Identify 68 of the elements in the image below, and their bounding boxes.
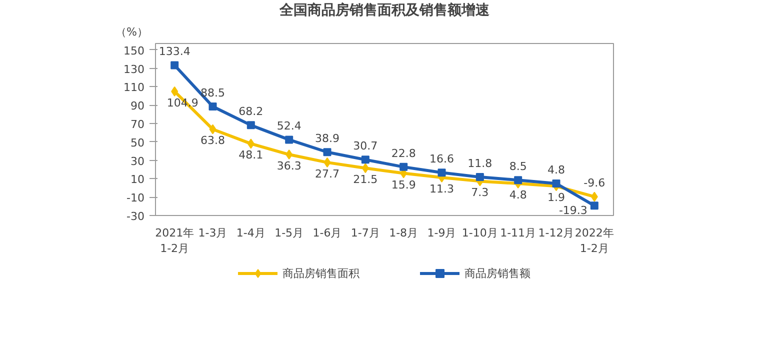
point xyxy=(400,162,408,171)
point xyxy=(324,157,331,168)
data-label: 4.8 xyxy=(509,188,527,202)
point xyxy=(286,150,293,160)
x-tick-label: 1-5月 xyxy=(274,226,304,240)
point xyxy=(285,136,294,144)
x-tick-label: 1-11月 xyxy=(500,226,536,240)
x-tick-label: 1-10月 xyxy=(462,226,498,240)
point xyxy=(247,138,254,149)
legend-label: 商品房销售面积 xyxy=(282,266,360,280)
data-label: 11.8 xyxy=(468,157,492,170)
data-label: 38.9 xyxy=(315,132,340,146)
y-tick-label: 50 xyxy=(130,136,145,150)
point xyxy=(514,176,522,184)
data-label: 48.1 xyxy=(238,148,264,162)
data-label: 36.3 xyxy=(276,160,302,173)
data-label: 63.8 xyxy=(200,134,226,148)
data-label: 16.6 xyxy=(430,152,454,166)
point xyxy=(590,192,598,202)
point xyxy=(438,168,446,177)
point xyxy=(590,202,598,210)
data-label: -9.6 xyxy=(584,176,606,190)
data-label: 22.8 xyxy=(391,146,416,160)
y-tick-label: 130 xyxy=(124,62,145,76)
y-tick-label: 30 xyxy=(130,154,145,168)
x-tick-label: 1-6月 xyxy=(312,226,342,240)
data-label: 88.5 xyxy=(200,86,226,100)
data-label: 15.9 xyxy=(391,178,416,192)
y-tick-label: 10 xyxy=(130,173,145,186)
x-tick-label: 1-3月 xyxy=(198,226,228,240)
y-tick-label: 110 xyxy=(124,81,145,94)
point xyxy=(476,173,484,182)
x-tick-label: 2021年 1-2月 xyxy=(155,226,194,256)
data-label: 21.5 xyxy=(353,173,378,186)
data-label: 4.8 xyxy=(548,163,566,176)
y-tick-label: 90 xyxy=(130,100,145,113)
data-label: 11.3 xyxy=(430,182,454,196)
point xyxy=(170,61,179,70)
data-label: 27.7 xyxy=(315,167,340,180)
data-label: 1.9 xyxy=(548,191,566,204)
legend-label: 商品房销售额 xyxy=(464,266,530,280)
chart-title: 全国商品房销售面积及销售额增速 xyxy=(278,2,490,18)
data-label: 52.4 xyxy=(276,120,302,133)
x-tick-label: 1-12月 xyxy=(538,226,574,240)
data-label: -19.3 xyxy=(558,204,588,218)
point xyxy=(208,102,217,111)
data-label: 7.3 xyxy=(471,186,489,200)
data-label: 133.4 xyxy=(158,45,190,58)
data-label: 8.5 xyxy=(509,160,527,174)
y-tick-label: -30 xyxy=(126,210,144,223)
x-tick-label: 2022年 1-2月 xyxy=(574,226,614,256)
data-label: 68.2 xyxy=(238,105,264,118)
data-label: 30.7 xyxy=(353,140,378,153)
x-tick-label: 1-7月 xyxy=(350,226,380,240)
point xyxy=(552,179,560,188)
point xyxy=(171,86,178,96)
point xyxy=(361,156,370,164)
y-tick-label: 70 xyxy=(130,118,145,132)
x-tick-label: 1-9月 xyxy=(427,226,456,240)
point xyxy=(362,163,369,174)
point xyxy=(323,148,332,156)
y-tick-label: 150 xyxy=(124,44,145,58)
y-axis-title: （%） xyxy=(116,26,148,38)
x-tick-label: 1-8月 xyxy=(389,226,418,240)
x-tick-label: 1-4月 xyxy=(236,226,266,240)
point xyxy=(246,121,255,130)
point xyxy=(209,124,216,134)
y-tick-label: -10 xyxy=(126,192,144,205)
